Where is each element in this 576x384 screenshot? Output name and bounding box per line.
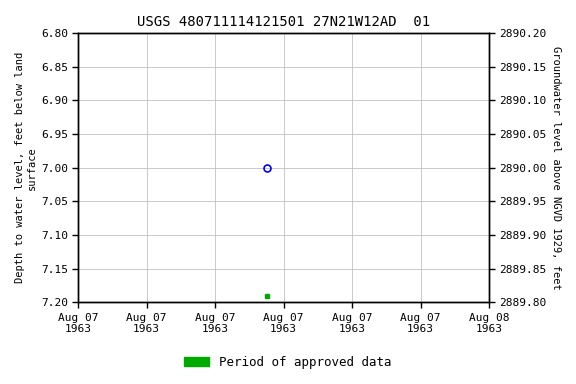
Title: USGS 480711114121501 27N21W12AD  01: USGS 480711114121501 27N21W12AD 01	[137, 15, 430, 29]
Legend: Period of approved data: Period of approved data	[179, 351, 397, 374]
Y-axis label: Depth to water level, feet below land
surface: Depth to water level, feet below land su…	[15, 52, 37, 283]
Y-axis label: Groundwater level above NGVD 1929, feet: Groundwater level above NGVD 1929, feet	[551, 46, 561, 290]
